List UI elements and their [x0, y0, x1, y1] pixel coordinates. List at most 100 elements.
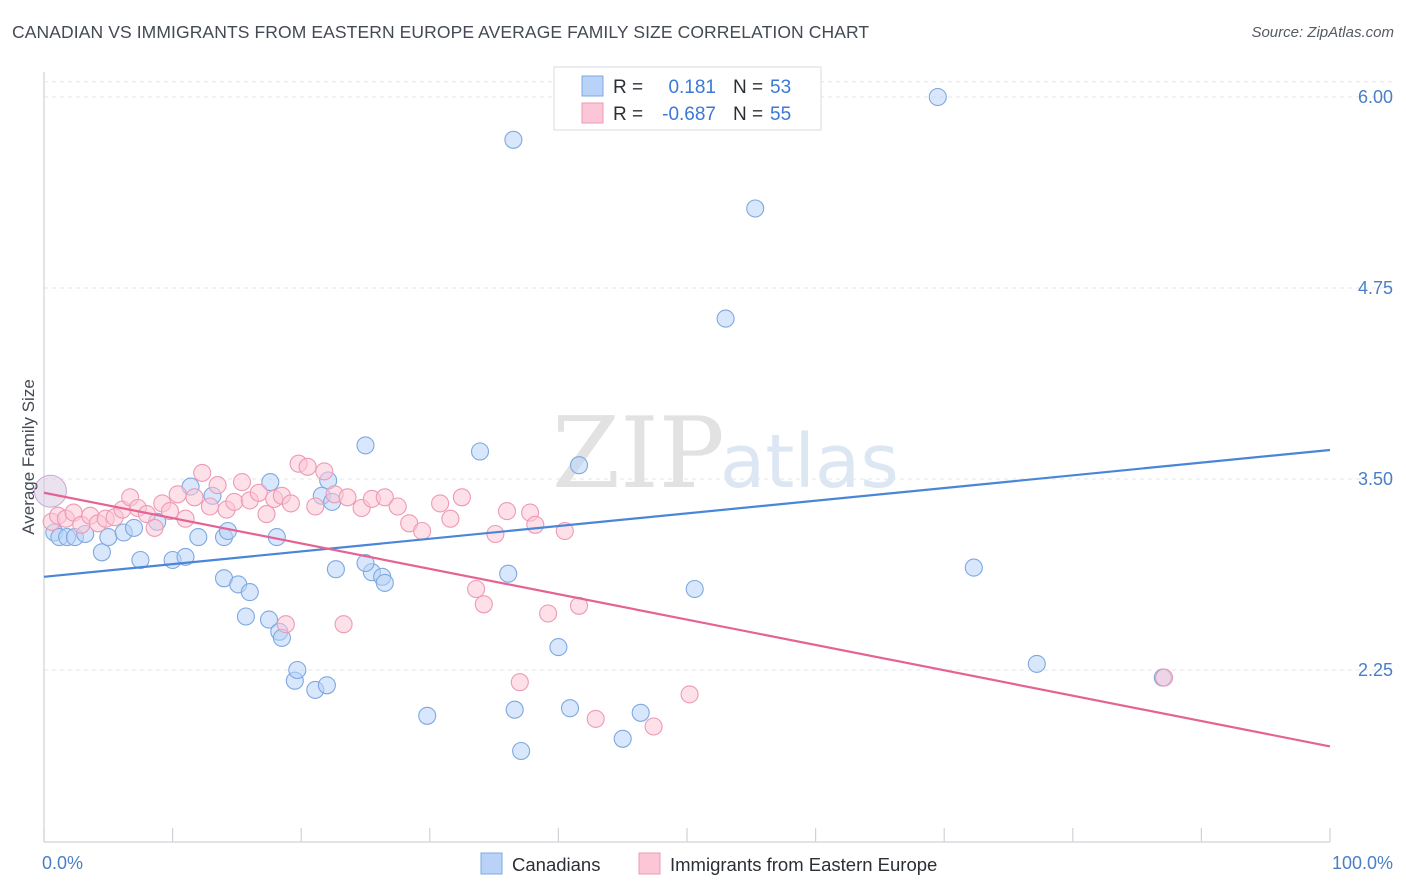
- point-immigrants: [413, 521, 432, 541]
- point-immigrants: [160, 502, 180, 521]
- legend-swatch-canadians: [581, 75, 604, 97]
- point-immigrants: [539, 604, 558, 623]
- legend-n-label-2: N =: [733, 104, 763, 125]
- legend-label-canadians: Canadians: [512, 854, 600, 875]
- point-immigrants: [467, 579, 486, 599]
- point-canadians: [1027, 654, 1046, 673]
- point-canadians: [964, 558, 983, 577]
- x-tick-marks: [43, 828, 1331, 842]
- point-canadians: [240, 583, 259, 602]
- point-canadians: [512, 741, 531, 761]
- point-immigrants: [431, 494, 450, 513]
- point-canadians: [92, 543, 111, 562]
- y-axis-label: Average Family Size: [19, 379, 38, 535]
- point-immigrants: [257, 505, 276, 524]
- y-tick-label: 3.50: [1358, 469, 1393, 489]
- point-immigrants: [375, 488, 394, 507]
- trendline-canadians: [43, 448, 1331, 578]
- legend-n-value-2: 55: [770, 104, 791, 125]
- point-immigrants: [208, 476, 227, 495]
- legend-r-value-2: -0.687: [662, 104, 716, 125]
- point-canadians: [326, 560, 345, 579]
- point-immigrants: [497, 502, 517, 521]
- point-canadians: [569, 456, 589, 475]
- point-immigrants: [680, 685, 699, 704]
- trendline-immigrants: [43, 491, 1331, 748]
- watermark: ZIP atlas: [552, 397, 899, 511]
- y-tick-label: 2.25: [1358, 660, 1393, 680]
- point-immigrants: [200, 497, 219, 516]
- x-tick-label-max: 100.0%: [1332, 853, 1393, 873]
- point-immigrants: [281, 494, 300, 513]
- legend-n-value-1: 53: [770, 77, 791, 98]
- point-immigrants: [315, 462, 334, 481]
- legend-swatch-immigrants: [581, 102, 604, 124]
- point-canadians: [124, 518, 144, 537]
- source-credit: Source: ZipAtlas.com: [1251, 24, 1394, 41]
- data-points: [33, 87, 1174, 761]
- point-canadians: [470, 442, 490, 461]
- point-canadians: [317, 676, 336, 695]
- point-immigrants: [586, 709, 605, 728]
- point-immigrants: [145, 518, 164, 537]
- point-canadians: [259, 610, 279, 629]
- watermark-zip: ZIP: [552, 397, 725, 511]
- chart-title: CANADIAN VS IMMIGRANTS FROM EASTERN EURO…: [12, 22, 870, 42]
- point-canadians: [499, 564, 518, 583]
- point-immigrants: [441, 509, 460, 528]
- y-tick-labels: 2.25 3.50 4.75 6.00: [1358, 87, 1393, 680]
- point-cluster-origin: [33, 474, 67, 508]
- point-canadians: [631, 703, 650, 722]
- point-canadians: [928, 87, 947, 107]
- y-tick-label: 4.75: [1358, 278, 1393, 298]
- point-immigrants: [306, 497, 325, 516]
- point-canadians: [746, 199, 765, 218]
- point-canadians: [375, 573, 394, 592]
- point-canadians: [131, 550, 150, 570]
- legend-label-immigrants: Immigrants from Eastern Europe: [670, 854, 937, 875]
- point-immigrants: [526, 515, 545, 534]
- point-canadians: [685, 579, 704, 599]
- point-immigrants: [510, 673, 529, 692]
- watermark-atlas: atlas: [720, 419, 899, 505]
- legend-swatch-immigrants-bottom: [638, 852, 661, 875]
- legend-r-label-1: R =: [613, 77, 643, 98]
- point-immigrants: [486, 524, 505, 544]
- point-immigrants: [1155, 668, 1174, 687]
- point-immigrants: [474, 595, 493, 614]
- point-immigrants: [298, 457, 317, 476]
- point-canadians: [189, 528, 208, 547]
- point-immigrants: [185, 488, 204, 507]
- point-canadians: [356, 436, 375, 455]
- point-immigrants: [388, 497, 407, 516]
- y-tick-label: 6.00: [1358, 87, 1393, 107]
- trend-lines: [43, 448, 1331, 748]
- point-canadians: [560, 699, 580, 718]
- legend-r-label-2: R =: [613, 104, 643, 125]
- point-immigrants: [225, 492, 244, 511]
- x-tick-label-min: 0.0%: [42, 853, 83, 873]
- point-canadians: [613, 729, 632, 748]
- point-immigrants: [168, 485, 187, 504]
- point-immigrants: [334, 615, 353, 634]
- legend-n-label-1: N =: [733, 77, 763, 98]
- legend-r-value-1: 0.181: [668, 77, 716, 98]
- point-immigrants: [338, 488, 357, 507]
- point-canadians: [505, 700, 524, 719]
- correlation-legend: R = 0.181 N = 53 R = -0.687 N = 55: [553, 66, 822, 131]
- point-canadians: [288, 660, 307, 680]
- point-immigrants: [249, 483, 268, 502]
- point-canadians: [261, 473, 280, 492]
- series-legend: Canadians Immigrants from Eastern Europe: [480, 852, 937, 875]
- legend-swatch-canadians-bottom: [480, 852, 503, 875]
- point-canadians: [418, 706, 437, 725]
- point-immigrants: [232, 473, 252, 492]
- point-canadians: [356, 553, 375, 573]
- point-canadians: [176, 547, 195, 566]
- point-canadians: [716, 309, 735, 328]
- point-immigrants: [452, 488, 471, 507]
- point-immigrants: [193, 463, 212, 482]
- point-immigrants: [276, 615, 295, 634]
- point-canadians: [504, 130, 523, 149]
